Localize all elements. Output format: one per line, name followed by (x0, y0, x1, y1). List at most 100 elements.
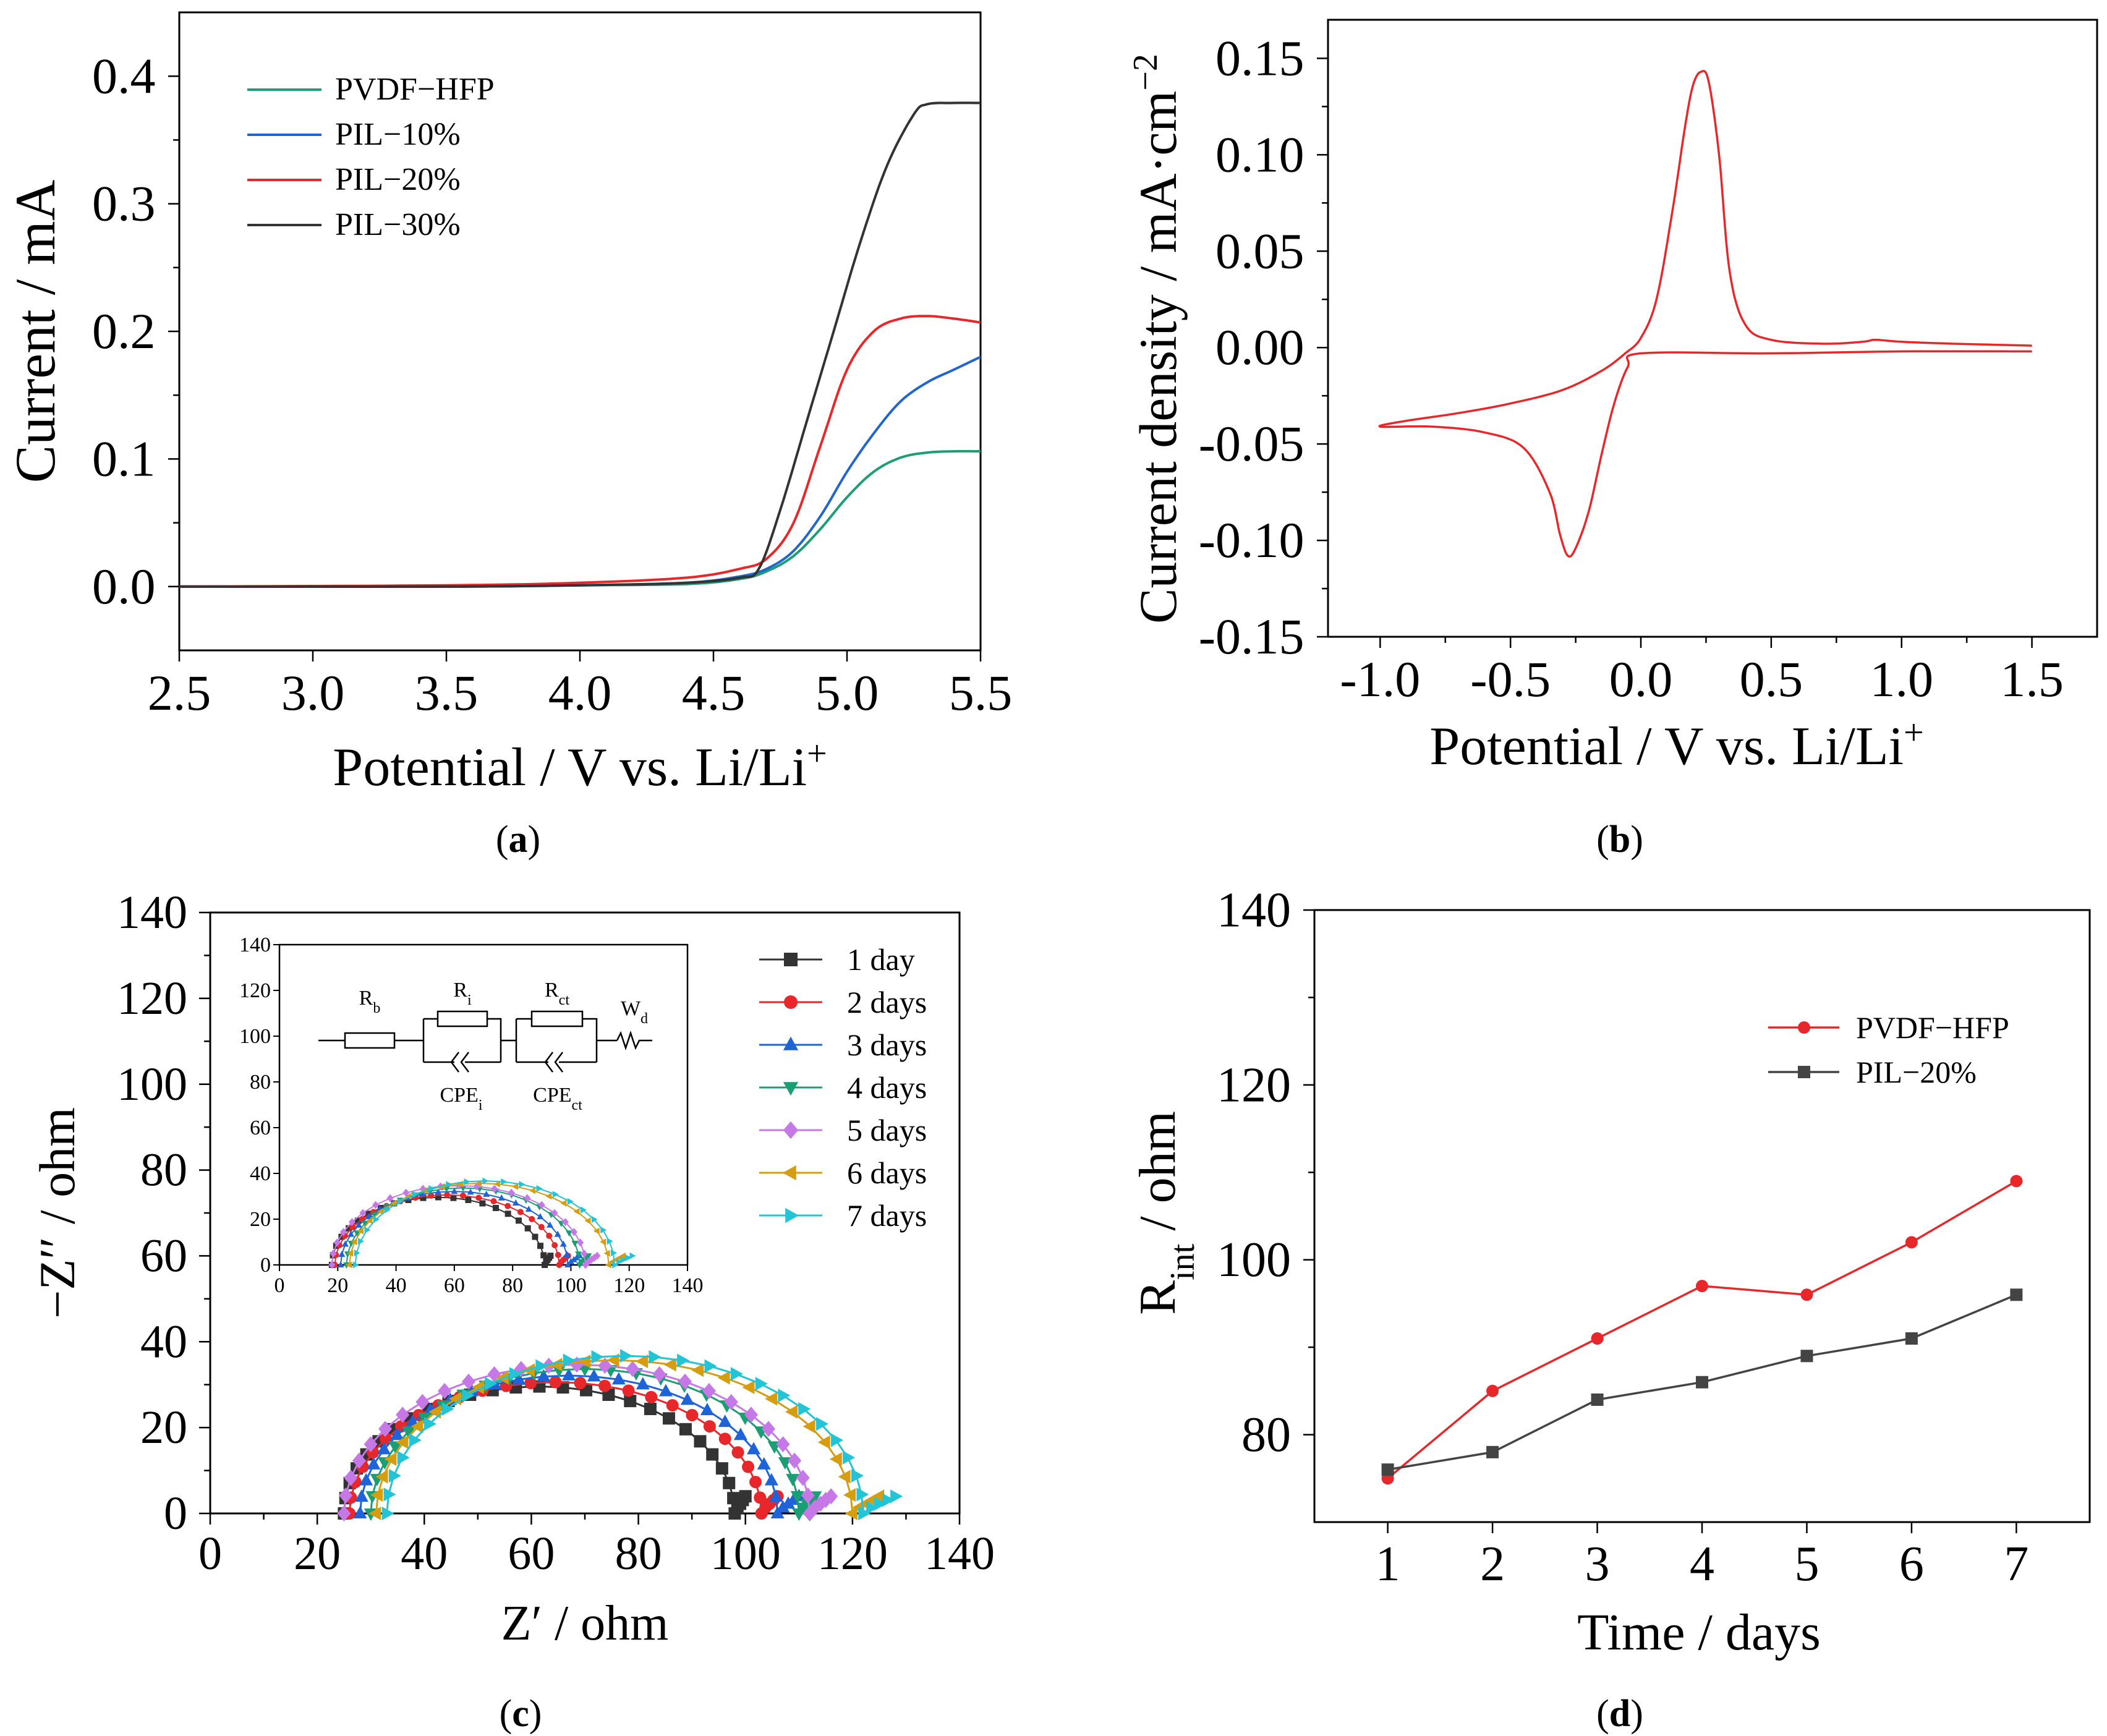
data-point (415, 1393, 430, 1410)
legend-label: 6 days (847, 1155, 927, 1190)
inset-data-point (570, 1228, 577, 1236)
data-point (856, 1487, 869, 1502)
x-tick-label: 6 (1899, 1537, 1924, 1591)
inset-data-point (475, 1194, 482, 1201)
data-point (2010, 1288, 2023, 1301)
data-point (718, 1432, 731, 1445)
x-tick-label: 5.5 (949, 665, 1013, 721)
inset-data-point (603, 1249, 610, 1257)
x-tick-label: 5.0 (815, 665, 879, 721)
x-tick-label: 60 (508, 1528, 555, 1580)
inset-data-point (377, 1207, 384, 1215)
data-point (1800, 1350, 1813, 1363)
y-tick-label: 0.2 (92, 303, 156, 359)
legend-label: PIL−20% (1856, 1055, 1977, 1089)
legend-label: 4 days (847, 1070, 927, 1105)
cpe-ct (544, 1052, 553, 1073)
data-point (731, 1446, 744, 1459)
x-tick-label: 2 (1480, 1537, 1505, 1591)
data-point (691, 1363, 704, 1377)
data-point (462, 1389, 475, 1403)
y-tick-label: 80 (140, 1144, 187, 1196)
data-point (512, 1372, 526, 1385)
data-point (424, 1417, 436, 1431)
inset-data-point (563, 1251, 571, 1257)
data-point (677, 1353, 690, 1368)
data-point (354, 1489, 368, 1502)
data-point (370, 1488, 383, 1502)
inset-y-tick-label: 80 (250, 1071, 271, 1094)
data-point (704, 1359, 717, 1373)
inset-data-point (405, 1193, 412, 1200)
inset-data-point (337, 1261, 344, 1267)
inset-data-point (386, 1194, 394, 1202)
data-point (798, 1402, 811, 1416)
inset-data-point (428, 1185, 435, 1192)
data-point (364, 1436, 378, 1453)
data-point (388, 1441, 402, 1454)
inset-data-point (538, 1201, 545, 1209)
inset-data-point (420, 1194, 427, 1201)
x-tick-label: 1.0 (1870, 651, 1933, 707)
data-point (715, 1462, 728, 1475)
inset-data-point (498, 1194, 505, 1201)
data-point (658, 1384, 673, 1397)
y-tick-label: 100 (117, 1058, 187, 1110)
legend-marker (1798, 1066, 1810, 1078)
series-line-PIL−20% (179, 315, 981, 588)
y-tick-label: 0.0 (92, 558, 156, 615)
inset-data-point (532, 1233, 538, 1240)
inset-data-point (348, 1218, 355, 1227)
data-point (765, 1392, 778, 1406)
data-point (337, 1505, 351, 1521)
legend-marker (784, 953, 798, 966)
panel-a-frame (178, 11, 982, 652)
inset-x-tick-label: 0 (275, 1274, 285, 1297)
data-point (757, 1457, 771, 1470)
x-tick-label: 4.0 (548, 665, 612, 721)
inset-data-point (330, 1249, 337, 1258)
panel-d: 1 2 3 4 5 6 7 80 100 120 140 PVDF−HFP PIL−20% Time / … (1129, 883, 2091, 1735)
y-tick-label: 60 (140, 1230, 187, 1282)
inset-data-point (560, 1199, 567, 1207)
data-point (384, 1452, 397, 1466)
x-tick-label: 0.0 (1609, 651, 1673, 707)
data-point (785, 1405, 798, 1419)
x-tick-label: 4 (1690, 1537, 1714, 1591)
legend-label: 7 days (847, 1198, 927, 1233)
data-point (562, 1368, 576, 1381)
inset-data-point (328, 1261, 336, 1269)
inset-data-point (529, 1215, 535, 1222)
x-tick-label: 120 (817, 1528, 888, 1580)
x-tick-label: 3 (1585, 1537, 1610, 1591)
data-point (591, 1350, 604, 1364)
inset-data-point (619, 1252, 626, 1259)
inset-data-point (519, 1181, 526, 1188)
data-point (636, 1377, 650, 1390)
inset-data-point (338, 1233, 345, 1240)
inset-y-tick-label: 140 (239, 934, 271, 956)
data-point (1591, 1393, 1604, 1406)
inset-data-point (451, 1188, 458, 1194)
data-point (666, 1399, 679, 1412)
x-tick-label: -1.0 (1340, 651, 1420, 707)
inset-data-point (354, 1249, 360, 1257)
data-point (397, 1450, 410, 1465)
legend-label: PIL−10% (335, 117, 461, 152)
panel-b: -1.0 -0.5 0.0 0.5 1.0 1.5 -0.15 -0.10 -0.05 0.00 0… (1126, 19, 2098, 861)
inset-data-point (397, 1198, 404, 1205)
data-point (438, 1382, 452, 1399)
data-point (706, 1448, 719, 1461)
data-point (724, 1393, 738, 1410)
inset-data-point (347, 1230, 355, 1237)
inset-data-point (384, 1206, 391, 1214)
y-tick-label: 120 (1217, 1058, 1291, 1112)
inset-data-point (353, 1230, 360, 1237)
inset-data-point (580, 1206, 587, 1214)
data-point (552, 1365, 566, 1378)
data-point (645, 1390, 658, 1403)
y-tick-label: 0.1 (92, 430, 156, 487)
data-point (843, 1488, 856, 1502)
series-line-2 days (348, 1381, 778, 1515)
